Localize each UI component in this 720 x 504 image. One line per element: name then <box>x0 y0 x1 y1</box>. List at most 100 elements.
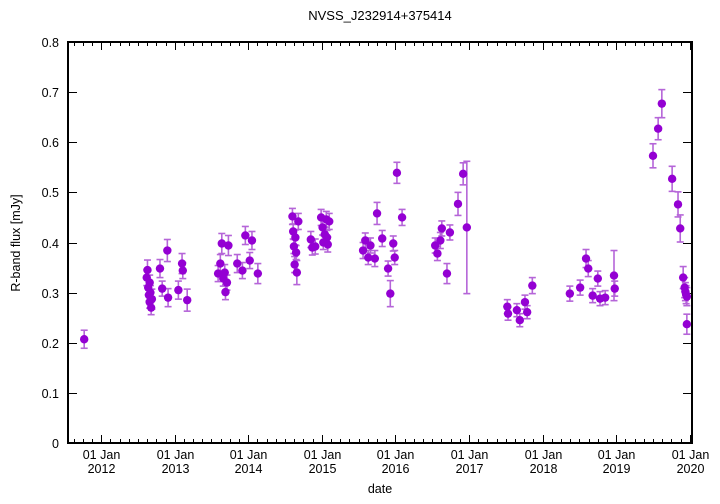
data-point <box>678 273 688 282</box>
data-point <box>520 297 530 307</box>
data-point <box>233 259 242 268</box>
data-point <box>512 305 522 315</box>
data-point <box>515 315 525 325</box>
data-point <box>183 295 192 305</box>
data-point <box>220 268 229 277</box>
x-tick-label: 01 Jan <box>525 448 563 462</box>
data-point <box>213 269 223 278</box>
data-point <box>445 228 455 237</box>
data-point <box>163 246 172 255</box>
x-tick-label: 2020 <box>677 462 705 476</box>
data-point <box>610 284 619 293</box>
x-tick-label: 01 Jan <box>83 448 121 462</box>
data-point <box>389 239 398 248</box>
y-tick-label: 0.6 <box>42 136 59 150</box>
data-point <box>436 236 445 245</box>
x-tick-label: 01 Jan <box>672 448 710 462</box>
data-point <box>458 169 468 179</box>
data-point <box>453 199 463 209</box>
x-tick-label: 01 Jan <box>157 448 195 462</box>
data-point <box>306 235 316 244</box>
data-point <box>79 335 89 344</box>
x-tick-label: 01 Jan <box>451 448 489 462</box>
plot-border <box>67 41 693 444</box>
x-tick-label: 01 Jan <box>230 448 268 462</box>
data-point <box>653 124 663 133</box>
data-point <box>291 248 301 257</box>
data-point <box>383 264 393 273</box>
data-point <box>163 293 173 302</box>
x-tick-label: 2017 <box>456 462 484 476</box>
data-point <box>322 233 332 242</box>
x-axis-label: date <box>367 482 393 496</box>
x-tick-label: 2014 <box>235 462 263 476</box>
data-point <box>433 249 442 258</box>
y-tick-label: 0.7 <box>42 86 59 100</box>
data-point <box>442 269 452 278</box>
data-point <box>145 278 154 287</box>
data-point <box>288 212 297 221</box>
data-point <box>358 246 368 255</box>
data-point <box>682 320 692 329</box>
data-point <box>397 213 407 222</box>
data-point <box>177 259 187 268</box>
data-point <box>238 266 247 275</box>
data-point <box>178 266 187 275</box>
y-tick-label: 0 <box>52 437 59 451</box>
data-point <box>565 289 575 298</box>
data-point <box>667 174 677 184</box>
data-point <box>600 293 610 302</box>
x-tick-label: 01 Jan <box>304 448 342 462</box>
data-point <box>146 303 156 312</box>
data-point <box>503 309 513 318</box>
data-point <box>609 271 619 280</box>
data-point <box>372 209 382 218</box>
data-point <box>593 274 603 283</box>
x-tick-label: 01 Jan <box>598 448 636 462</box>
data-point <box>155 264 165 273</box>
y-axis-label: R-band flux [mJy] <box>9 194 23 292</box>
data-point <box>241 231 250 240</box>
data-point <box>588 291 597 300</box>
data-point <box>291 233 300 242</box>
data-point <box>386 289 395 298</box>
data-point <box>581 254 591 263</box>
x-tick-label: 2019 <box>603 462 631 476</box>
data-point <box>253 269 263 278</box>
data-point <box>318 223 327 232</box>
data-point <box>430 241 440 250</box>
data-point <box>217 239 226 248</box>
data-point <box>143 265 152 275</box>
data-point <box>294 217 303 226</box>
y-tick-label: 0.8 <box>42 36 59 50</box>
data-point <box>673 200 683 209</box>
y-tick-label: 0.4 <box>42 237 59 251</box>
data-point <box>370 254 380 263</box>
data-point <box>222 278 232 287</box>
data-point <box>311 242 320 251</box>
y-tick-label: 0.5 <box>42 186 59 200</box>
x-tick-label: 2012 <box>88 462 116 476</box>
data-point <box>575 283 585 292</box>
data-point <box>364 253 373 262</box>
data-point <box>147 294 157 304</box>
data-point <box>462 223 472 232</box>
data-point <box>221 287 230 297</box>
data-point <box>366 241 375 250</box>
data-point <box>361 236 370 245</box>
data-point <box>390 253 399 262</box>
data-point <box>528 281 537 290</box>
x-tick-label: 2018 <box>530 462 558 476</box>
y-tick-label: 0.1 <box>42 387 59 401</box>
data-point <box>245 256 254 265</box>
data-point <box>292 268 302 277</box>
data-point <box>437 224 447 233</box>
data-point <box>648 151 658 160</box>
data-point <box>682 292 692 301</box>
data-point <box>224 241 233 250</box>
data-point <box>323 240 332 249</box>
data-point <box>216 259 225 268</box>
data-point <box>378 234 387 243</box>
